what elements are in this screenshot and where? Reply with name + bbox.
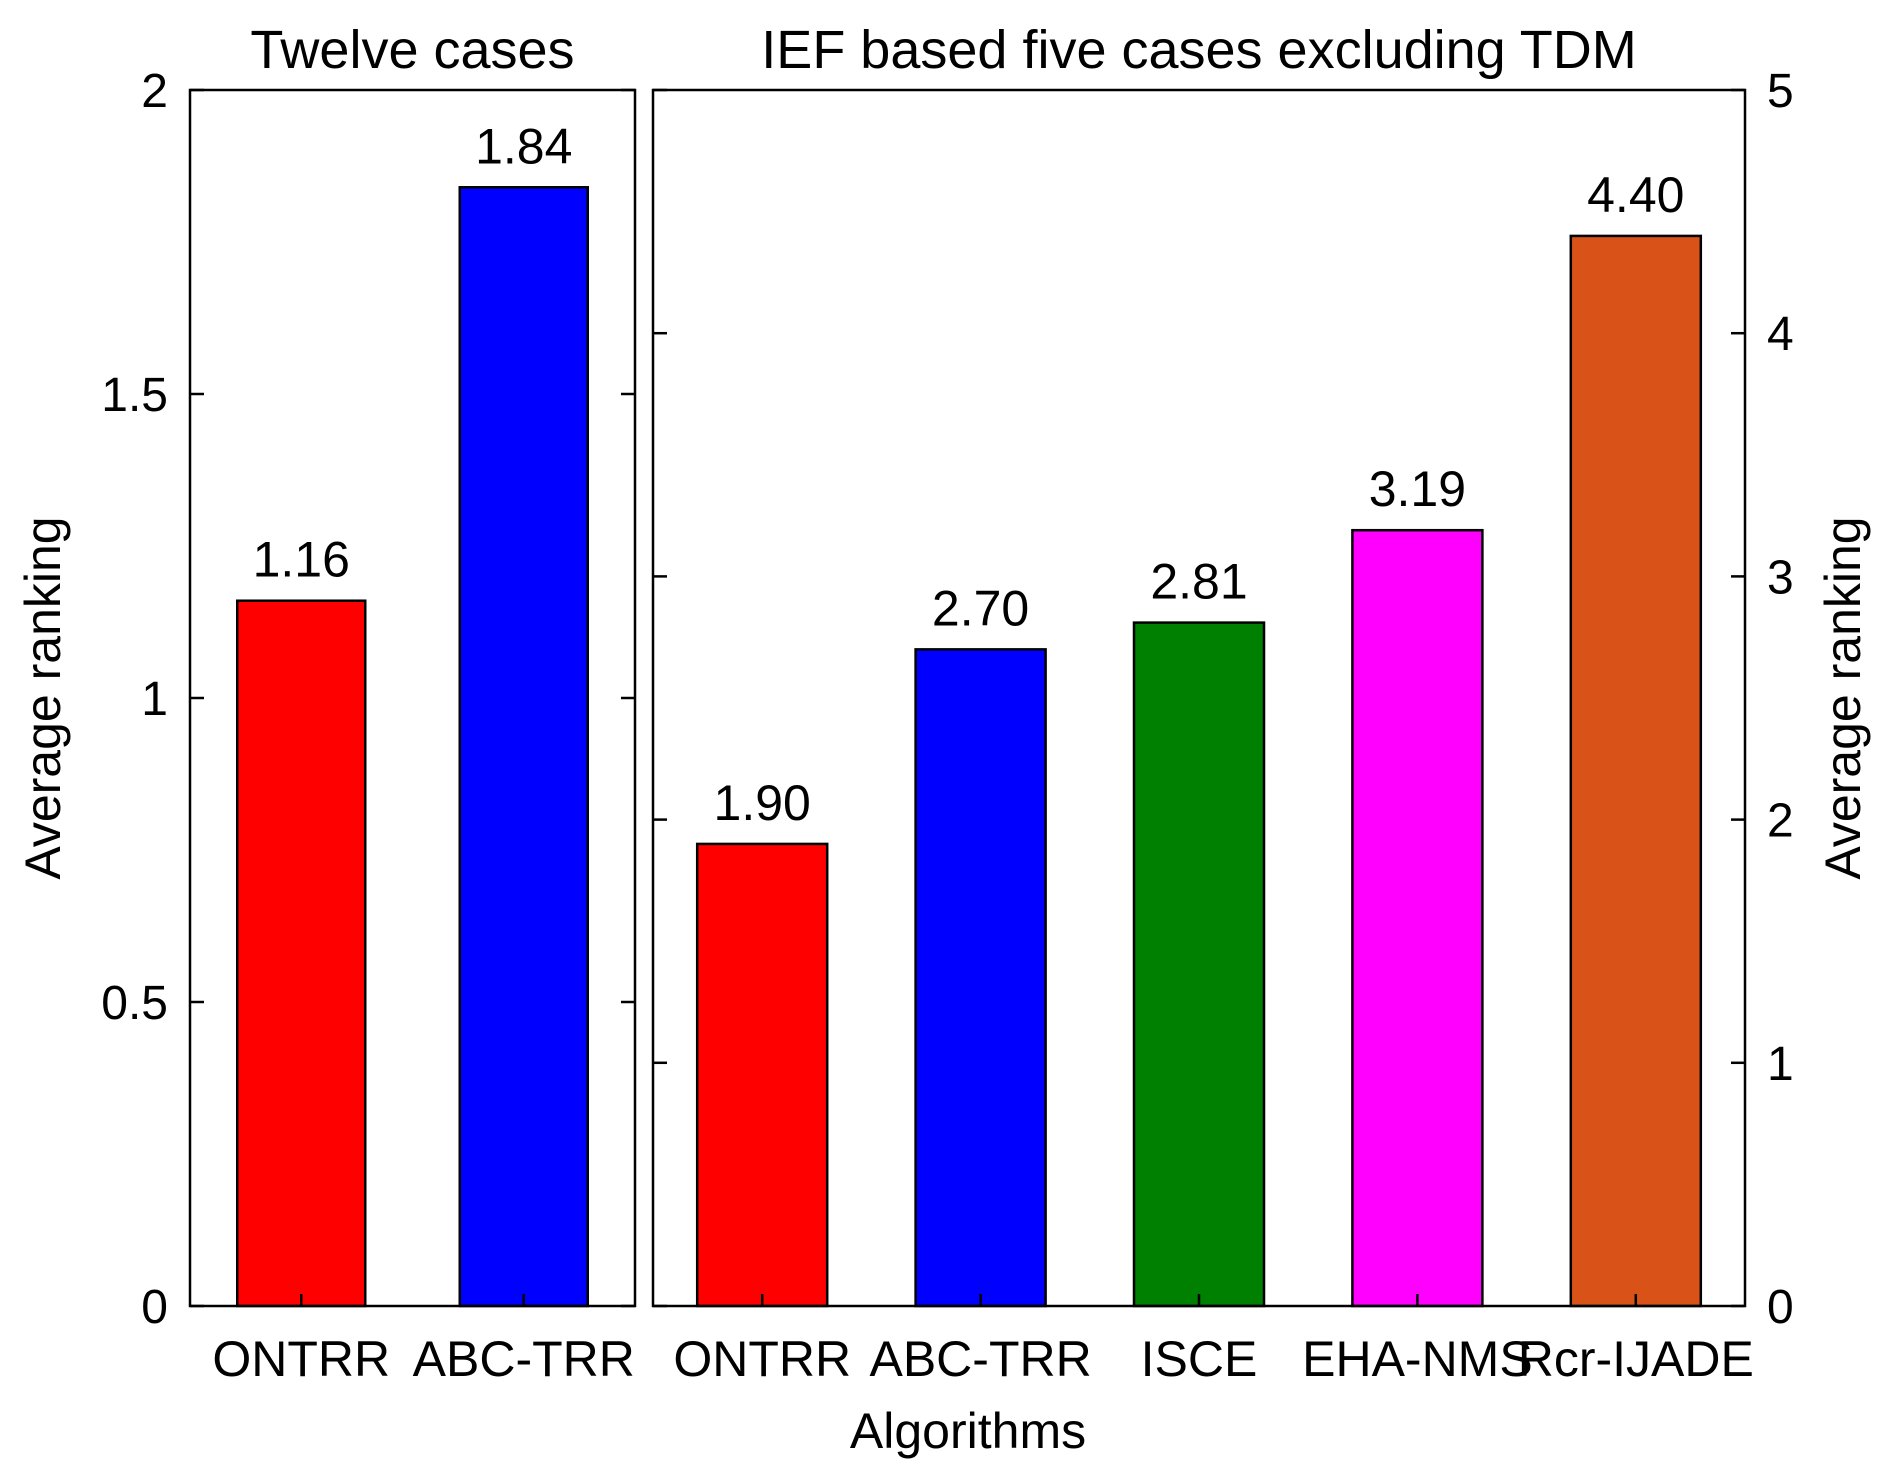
c0-category-label-ontrr: ONTRR	[212, 1331, 390, 1387]
c0-y-tick-label: 1.5	[101, 369, 168, 422]
c0-value-label-ontrr: 1.16	[253, 532, 350, 588]
c0-category-label-abc-trr: ABC-TRR	[413, 1331, 635, 1387]
c0-bar-ontrr	[236, 599, 367, 1308]
c0-y-tick-label: 2	[141, 65, 168, 118]
c1-category-label-ontrr: ONTRR	[673, 1331, 851, 1387]
c1-value-label-isce: 2.81	[1150, 554, 1247, 610]
c1-category-label-abc-trr: ABC-TRR	[869, 1331, 1091, 1387]
c1-y-axis-label: Average ranking	[1815, 516, 1871, 879]
c1-bar-eha-nms	[1351, 528, 1484, 1308]
c1-bar-isce	[1132, 621, 1266, 1308]
c1-chart-title: IEF based five cases excluding TDM	[761, 20, 1636, 80]
c1-bar-ontrr	[695, 842, 829, 1308]
c0-bar-abc-trr	[458, 186, 589, 1308]
c1-axes-box	[651, 88, 1747, 1308]
c0-chart-title: Twelve cases	[250, 20, 574, 80]
c0-axes-box	[188, 88, 637, 1308]
c0-y-tick-label: 0	[141, 1281, 168, 1334]
x-axis-label-algorithms: Algorithms	[850, 1403, 1086, 1459]
c0-y-tick-label: 0.5	[101, 977, 168, 1030]
c1-bar-abc-trr	[914, 648, 1047, 1308]
c0-y-tick-label: 1	[141, 673, 168, 726]
c1-category-label-rcr-ijade: Rcr-IJADE	[1518, 1331, 1754, 1387]
c1-y-tick-label: 0	[1767, 1281, 1794, 1334]
c1-y-tick-label: 4	[1767, 308, 1794, 361]
c0-value-label-abc-trr: 1.84	[475, 118, 572, 174]
c1-y-tick-label: 5	[1767, 65, 1794, 118]
c1-value-label-abc-trr: 2.70	[932, 580, 1029, 636]
c1-y-tick-label: 2	[1767, 795, 1794, 848]
c1-value-label-eha-nms: 3.19	[1369, 461, 1466, 517]
panel-twelve-cases: Twelve cases 1.16 ONTRR 1.84 ABC-TRR 0 0.5 1 1.5…	[15, 20, 637, 1387]
c1-y-tick-label: 1	[1767, 1038, 1794, 1091]
c0-y-axis-label: Average ranking	[15, 516, 71, 879]
c1-value-label-rcr-ijade: 4.40	[1587, 167, 1684, 223]
c1-value-label-ontrr: 1.90	[714, 775, 811, 831]
c1-category-label-isce: ISCE	[1141, 1331, 1258, 1387]
panel-ief-five-cases: IEF based five cases excluding TDM 1.90 ON…	[651, 20, 1871, 1387]
c1-y-tick-label: 3	[1767, 551, 1794, 604]
c1-bar-rcr-ijade	[1569, 234, 1703, 1308]
c1-category-label-eha-nms: EHA-NMS	[1302, 1331, 1533, 1387]
